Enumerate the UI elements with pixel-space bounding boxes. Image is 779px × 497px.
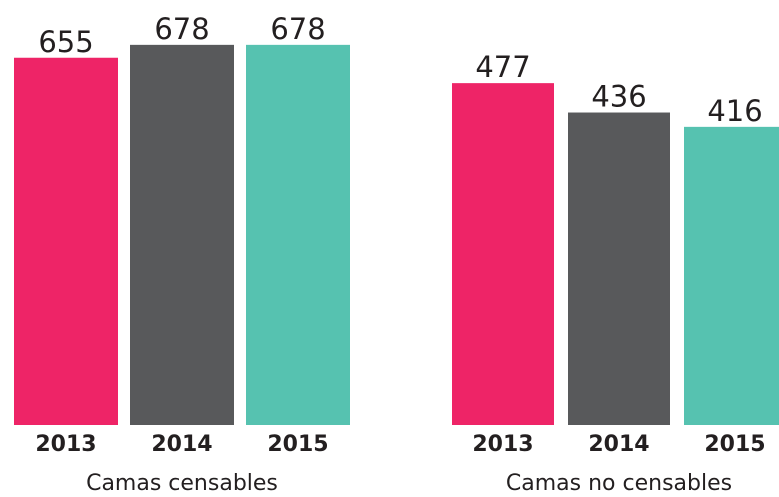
bar [568,112,670,425]
x-tick-label: 2013 [472,432,533,457]
x-tick-label: 2013 [35,432,96,457]
value-label: 416 [707,94,762,128]
value-label: 678 [154,12,209,46]
x-tick-label: 2014 [588,432,649,457]
chart-title: Camas censables [86,471,278,496]
value-label: 477 [475,50,530,84]
bar [452,83,554,425]
value-label: 678 [270,12,325,46]
value-label: 655 [38,25,93,59]
x-tick-label: 2014 [151,432,212,457]
x-tick-label: 2015 [704,432,765,457]
chart-title: Camas no censables [506,471,732,496]
bar [14,57,118,425]
x-tick-label: 2015 [267,432,328,457]
value-label: 436 [591,80,646,114]
bar [684,126,779,425]
bar [130,44,234,425]
bar [246,44,350,425]
